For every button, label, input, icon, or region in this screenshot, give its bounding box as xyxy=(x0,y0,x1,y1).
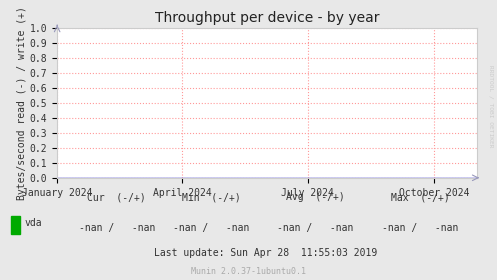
Title: Throughput per device - by year: Throughput per device - by year xyxy=(155,11,379,25)
Text: -nan /   -nan: -nan / -nan xyxy=(277,223,354,233)
Text: -nan /   -nan: -nan / -nan xyxy=(79,223,155,233)
Text: -nan /   -nan: -nan / -nan xyxy=(382,223,458,233)
Text: Cur  (-/+): Cur (-/+) xyxy=(87,192,146,202)
Text: Munin 2.0.37-1ubuntu0.1: Munin 2.0.37-1ubuntu0.1 xyxy=(191,267,306,276)
Text: Max  (-/+): Max (-/+) xyxy=(391,192,449,202)
Text: vda: vda xyxy=(25,218,42,228)
Text: Min  (-/+): Min (-/+) xyxy=(182,192,241,202)
Text: -nan /   -nan: -nan / -nan xyxy=(173,223,249,233)
Text: Avg  (-/+): Avg (-/+) xyxy=(286,192,345,202)
Y-axis label: Bytes/second read (-) / write (+): Bytes/second read (-) / write (+) xyxy=(17,6,27,200)
Text: Last update: Sun Apr 28  11:55:03 2019: Last update: Sun Apr 28 11:55:03 2019 xyxy=(154,248,378,258)
Text: RRDTOOL / TOBI OETIKER: RRDTOOL / TOBI OETIKER xyxy=(489,65,494,148)
